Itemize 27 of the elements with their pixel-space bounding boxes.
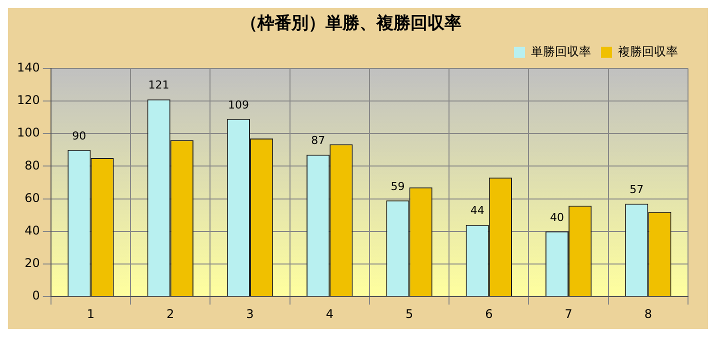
y-tick-label: 100 [17, 126, 40, 140]
x-tick-label: 7 [564, 306, 572, 321]
legend-label: 単勝回収率 [531, 44, 591, 59]
x-tick-label: 8 [644, 306, 652, 321]
y-tick-label: 40 [24, 224, 40, 238]
legend-label: 複勝回収率 [618, 44, 678, 59]
x-tick-label: 2 [166, 306, 174, 321]
x-tick-label: 3 [246, 306, 254, 321]
y-tick-label: 140 [17, 60, 40, 75]
data-label: 109 [228, 98, 249, 112]
x-tick-label: 6 [485, 306, 493, 321]
chart-title: （枠番別）単勝、複勝回収率 [240, 14, 462, 34]
data-label: 90 [72, 129, 86, 142]
x-tick-label: 5 [405, 306, 414, 321]
y-tick-label: 60 [24, 190, 40, 205]
data-label: 87 [311, 134, 326, 148]
data-label: 59 [390, 180, 405, 193]
x-tick-label: 1 [86, 306, 95, 321]
y-tick-label: 0 [32, 288, 40, 303]
data-label: 57 [630, 183, 644, 196]
y-tick-label: 120 [17, 93, 40, 108]
x-tick-label: 4 [326, 306, 334, 321]
y-tick-label: 80 [24, 158, 40, 172]
data-label: 44 [470, 204, 484, 218]
data-label: 40 [550, 210, 564, 224]
data-label: 121 [148, 78, 170, 92]
y-tick-label: 20 [24, 256, 40, 270]
